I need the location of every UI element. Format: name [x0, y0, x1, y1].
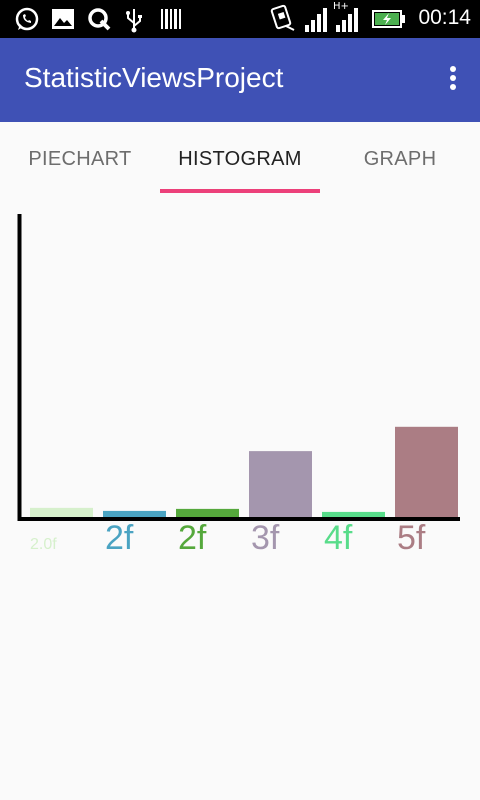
histogram-bar [30, 507, 93, 518]
app-bar: StatisticViewsProject [0, 38, 480, 122]
bar-label: 4f [324, 519, 353, 557]
barcode-icon [161, 9, 181, 29]
battery-charging-icon [372, 10, 405, 28]
q-app-icon [88, 8, 111, 31]
tab-graph[interactable]: GRAPH [363, 148, 437, 170]
tab-indicator [160, 189, 320, 193]
histogram-bar [322, 511, 385, 518]
bar-label: 3f [251, 519, 280, 557]
bar-label: 2f [105, 519, 134, 557]
gallery-icon [52, 9, 74, 29]
signal-icon [305, 8, 327, 32]
bar-label: 2.0f [30, 536, 57, 553]
sim-phone-icon [270, 4, 295, 31]
network-type-label: H+ [333, 1, 349, 12]
usb-icon [126, 9, 142, 33]
histogram-bar [395, 426, 458, 518]
tab-piechart[interactable]: PIECHART [28, 148, 132, 170]
status-bar: H+ 00:14 [0, 0, 480, 38]
bar-label: 2f [178, 519, 207, 557]
status-time: 00:14 [418, 6, 471, 29]
more-vert-icon[interactable] [446, 66, 460, 94]
whatsapp-icon [15, 7, 39, 31]
histogram-bar [249, 451, 312, 518]
signal-h-plus-icon [336, 8, 358, 32]
app-title: StatisticViewsProject [24, 62, 284, 93]
tab-bar: PIECHART HISTOGRAM GRAPH [0, 122, 480, 194]
histogram-chart: 2.0f 2f 2f 3f 4f 5f [0, 194, 480, 594]
histogram-bar [176, 508, 239, 518]
bar-label: 5f [397, 519, 426, 557]
histogram-bar [103, 510, 166, 518]
tab-histogram[interactable]: HISTOGRAM [178, 148, 302, 170]
histogram-svg: 2.0f 2f 2f 3f 4f 5f [17, 214, 460, 557]
